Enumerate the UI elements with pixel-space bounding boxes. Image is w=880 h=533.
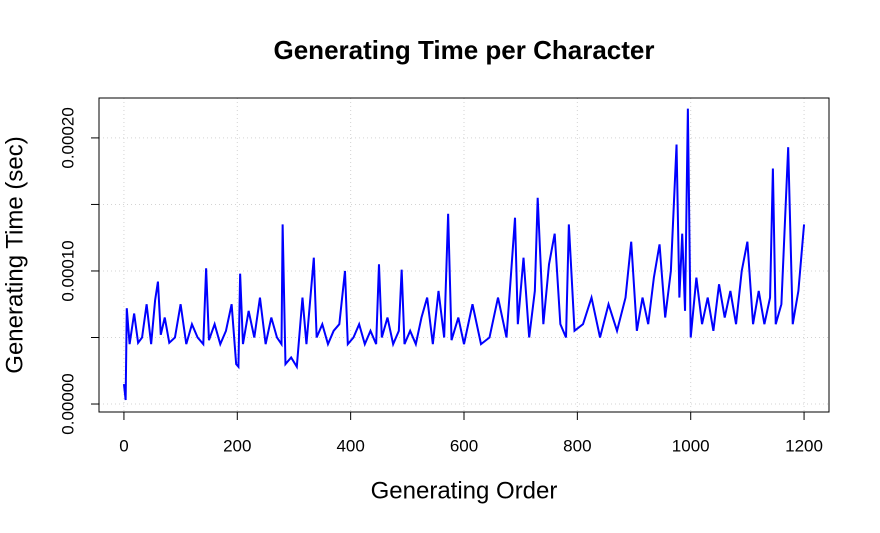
x-tick-label: 400 bbox=[336, 436, 364, 455]
x-tick-label: 200 bbox=[223, 436, 251, 455]
chart-title: Generating Time per Character bbox=[274, 35, 655, 65]
y-tick-label: 0.00010 bbox=[58, 240, 77, 301]
x-axis-label: Generating Order bbox=[371, 477, 558, 504]
y-axis-label: Generating Time (sec) bbox=[1, 136, 28, 373]
plot-frame bbox=[98, 97, 830, 413]
x-tick-label: 600 bbox=[450, 436, 478, 455]
y-tick-label: 0.00000 bbox=[58, 373, 77, 434]
x-tick-label: 0 bbox=[119, 436, 128, 455]
x-tick-label: 1200 bbox=[785, 436, 823, 455]
x-tick-label: 1000 bbox=[672, 436, 710, 455]
y-tick-label: 0.00020 bbox=[58, 107, 77, 168]
x-tick-label: 800 bbox=[563, 436, 591, 455]
data-line bbox=[122, 108, 806, 401]
